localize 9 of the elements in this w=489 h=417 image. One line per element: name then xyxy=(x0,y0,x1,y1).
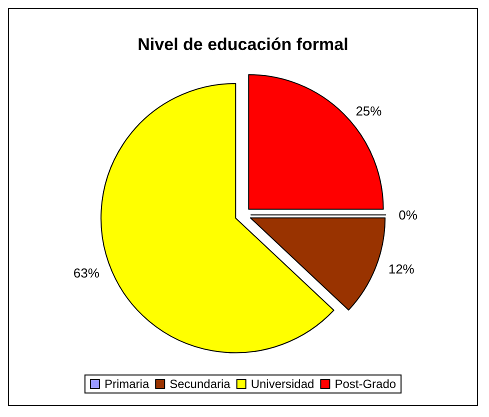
chart-title: Nivel de educación formal xyxy=(138,35,348,54)
data-label: 12% xyxy=(388,261,415,276)
data-label: 25% xyxy=(356,104,382,119)
legend-label: Primaria xyxy=(104,377,150,391)
legend-label: Universidad xyxy=(250,377,314,391)
data-label: 63% xyxy=(73,266,100,281)
legend-label: Secundaria xyxy=(170,377,231,391)
text: 0% xyxy=(398,207,418,222)
legend-label: Post-Grado xyxy=(334,377,396,391)
